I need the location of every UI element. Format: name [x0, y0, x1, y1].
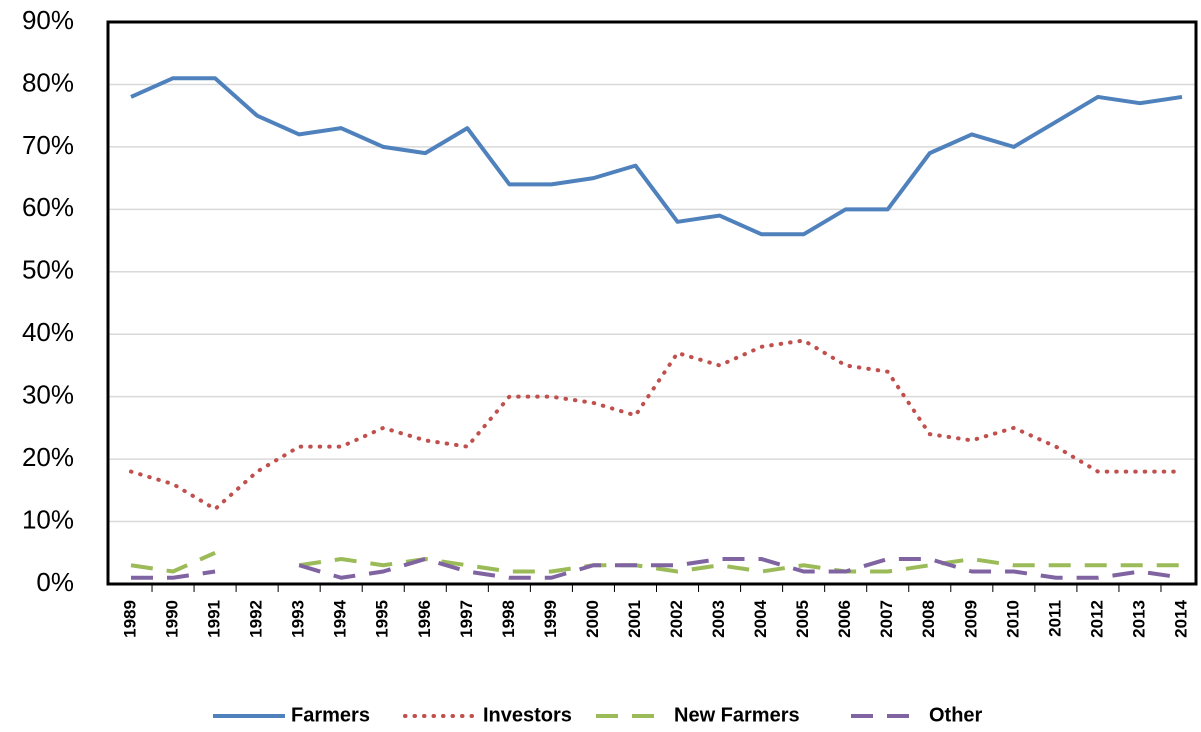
- x-tick-label: 2004: [751, 599, 770, 637]
- x-tick-label: 1997: [457, 600, 476, 638]
- x-tick-label: 1999: [541, 600, 560, 638]
- plot-border: [106, 20, 1198, 586]
- x-tick-label: 2008: [919, 600, 938, 638]
- legend-label: Investors: [483, 704, 572, 726]
- legend-label: Farmers: [291, 704, 370, 726]
- x-tick-label: 1995: [373, 600, 392, 638]
- x-tick-label: 1996: [415, 600, 434, 638]
- x-tick-label: 2000: [583, 600, 602, 638]
- y-tick-label: 80%: [22, 67, 74, 97]
- data-line: [130, 550, 1182, 574]
- x-tick-label: 1993: [289, 600, 308, 638]
- legend-label: New Farmers: [674, 704, 800, 726]
- x-tick-label: 2002: [667, 600, 686, 638]
- y-tick-label: 50%: [22, 255, 74, 285]
- data-line: [129, 338, 1184, 512]
- x-tick-label: 2013: [1129, 600, 1148, 638]
- y-tick-label: 10%: [22, 504, 74, 534]
- x-tick-label: 1991: [205, 600, 224, 638]
- x-tick-label: 2007: [877, 600, 896, 638]
- x-tick-label: 2003: [709, 600, 728, 638]
- y-tick-label: 60%: [22, 192, 74, 222]
- y-tick-label: 20%: [22, 442, 74, 472]
- x-tick-label: 2005: [793, 600, 812, 638]
- x-tick-label: 2001: [625, 600, 644, 638]
- x-tick-label: 2014: [1171, 599, 1190, 637]
- y-tick-label: 30%: [22, 380, 74, 410]
- x-tick-label: 1994: [331, 599, 350, 637]
- y-tick-label: 0%: [36, 567, 74, 597]
- x-tick-label: 1992: [247, 600, 266, 638]
- x-tick-label: 2012: [1087, 600, 1106, 638]
- x-tick-label: 2006: [835, 600, 854, 638]
- x-tick-label: 1998: [499, 600, 518, 638]
- x-tick-label: 2010: [1003, 600, 1022, 638]
- x-tick-label: 2011: [1045, 600, 1064, 637]
- y-tick-label: 90%: [22, 5, 74, 35]
- data-line: [130, 76, 1183, 237]
- y-tick-label: 40%: [22, 317, 74, 347]
- x-tick-label: 1989: [120, 600, 139, 638]
- legend-label: Other: [929, 704, 983, 726]
- y-tick-label: 70%: [22, 130, 74, 160]
- data-line: [131, 557, 1183, 580]
- x-tick-label: 1990: [163, 600, 182, 638]
- x-tick-label: 2009: [961, 600, 980, 638]
